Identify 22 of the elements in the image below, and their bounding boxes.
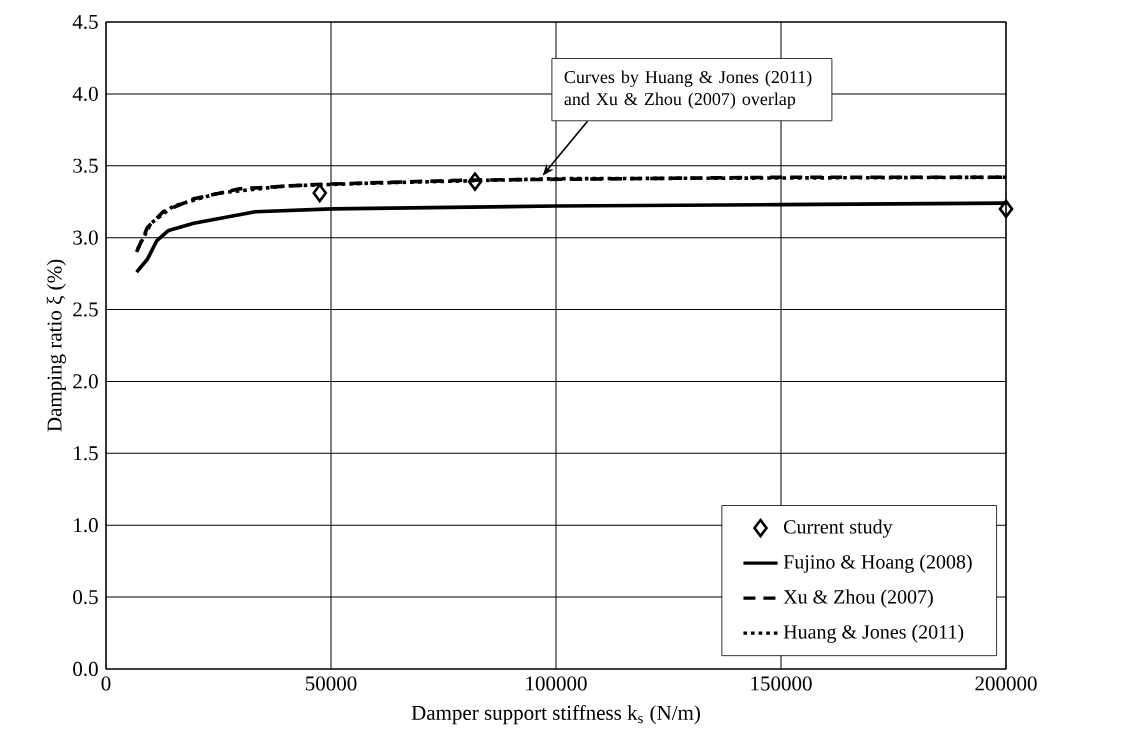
legend-label: Xu & Zhou (2007)	[783, 589, 933, 608]
y-tick-label: 2.0	[73, 374, 98, 389]
x-tick-label: 50000	[305, 676, 357, 691]
y-axis-title: Damping ratio ξ (%)	[46, 259, 66, 432]
legend-label: Fujino & Hoang (2008)	[783, 554, 972, 573]
y-tick-label: 3.0	[73, 230, 98, 245]
y-tick-label: 3.5	[73, 158, 98, 173]
x-tick-label: 200000	[975, 676, 1037, 691]
x-tick-label: 100000	[526, 676, 587, 691]
legend-label: Current study	[783, 519, 893, 538]
y-tick-label: 1.0	[74, 518, 98, 533]
annotation: Curves by Huang & Jones (2011) and Xu & Zhou (2007) overlap	[564, 70, 812, 109]
y-tick-label: 4.5	[72, 14, 98, 30]
y-tick-label: 0.5	[73, 589, 98, 605]
x-tick-label: 0	[101, 676, 111, 691]
x-axis-title: Damper support stiffness k$_{s}$ (N/m)	[411, 704, 700, 725]
y-tick-label: 4.0	[72, 86, 98, 101]
legend-label: Huang & Jones (2011)	[783, 624, 964, 643]
x-tick-label: 150000	[751, 676, 812, 691]
y-tick-label: 0.0	[73, 661, 98, 677]
y-tick-label: 2.5	[73, 302, 98, 317]
y-tick-label: 1.5	[74, 446, 98, 461]
